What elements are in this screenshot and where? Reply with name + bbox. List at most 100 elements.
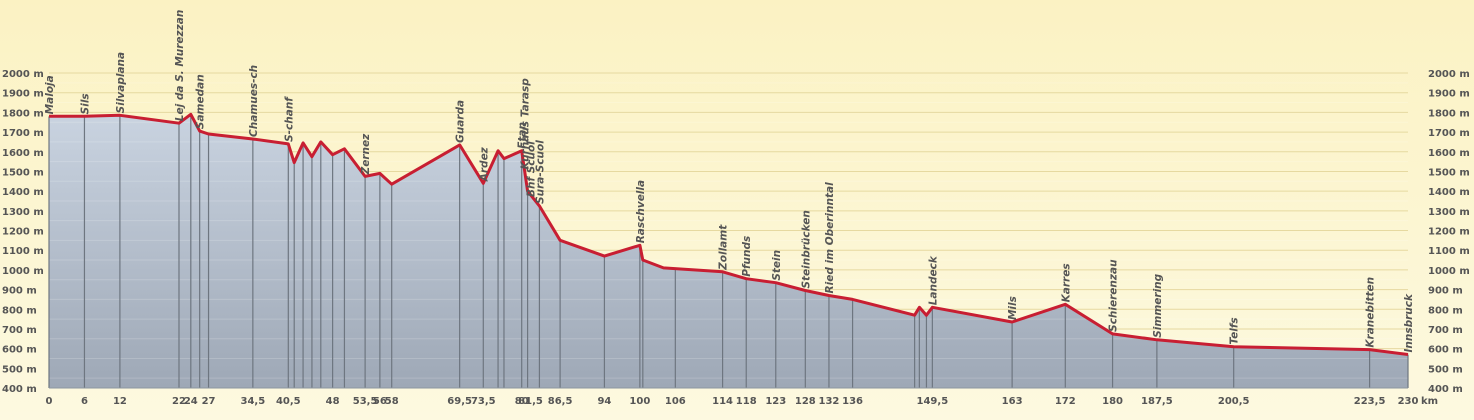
place-label: S-chanf	[283, 96, 295, 142]
y-tick-label-right: 400 m	[1428, 384, 1463, 395]
x-tick-label: 56	[373, 396, 387, 407]
y-tick-label-left: 1900 m	[2, 89, 44, 100]
y-tick-label-right: 900 m	[1428, 286, 1463, 297]
y-tick-label-right: 1700 m	[1428, 128, 1470, 139]
y-tick-label-left: 1300 m	[2, 207, 44, 218]
y-tick-label-left: 500 m	[2, 364, 37, 375]
place-label: Bhf Scuol	[526, 141, 538, 197]
place-label: Sils	[79, 93, 91, 114]
place-label: Ried im Oberinntal	[824, 182, 836, 294]
y-tick-label-left: 1100 m	[2, 246, 44, 257]
x-tick-label: 172	[1055, 396, 1076, 407]
y-tick-label-right: 600 m	[1428, 345, 1463, 356]
x-tick-label: 114	[712, 396, 733, 407]
y-tick-label-right: 2000 m	[1428, 69, 1470, 80]
place-label: Schierenzau	[1108, 259, 1120, 332]
place-label: Raschvella	[635, 180, 647, 243]
y-tick-label-right: 1200 m	[1428, 227, 1470, 238]
x-tick-label: 128	[795, 396, 816, 407]
place-label: Chamues-ch	[248, 65, 260, 137]
x-tick-label: 80	[515, 396, 529, 407]
x-tick-label: 40,5	[276, 396, 301, 407]
place-label: Pfunds	[741, 236, 753, 277]
place-label: Simmering	[1152, 273, 1164, 337]
x-tick-label: 81,5	[518, 396, 543, 407]
x-tick-label: 0	[46, 396, 53, 407]
y-tick-label-left: 1500 m	[2, 167, 44, 178]
y-tick-label-left: 2000 m	[2, 69, 44, 80]
y-tick-label-left: 1000 m	[2, 266, 44, 277]
place-label: Innsbruck	[1403, 293, 1415, 353]
x-tick-label: 27	[202, 396, 216, 407]
place-label: Silvaplana	[115, 52, 127, 113]
place-label: Maloja	[44, 75, 56, 114]
place-label: Landeck	[927, 255, 939, 305]
x-tick-label: 180	[1102, 396, 1123, 407]
y-tick-label-right: 1300 m	[1428, 207, 1470, 218]
x-tick-label: 53,5	[353, 396, 378, 407]
y-tick-label-left: 800 m	[2, 305, 37, 316]
place-label: Telfs	[1229, 317, 1241, 344]
x-tick-label: 58	[385, 396, 399, 407]
x-tick-label: 24	[184, 396, 198, 407]
place-label: Ftan	[517, 122, 529, 149]
place-label: Kurhaus Tarasp	[520, 78, 532, 170]
x-tick-label: 187,5	[1141, 396, 1173, 407]
x-tick-label: 223,5	[1354, 396, 1386, 407]
x-tick-label: 200,5	[1218, 396, 1250, 407]
x-tick-label: 100	[629, 396, 650, 407]
place-label: Mils	[1007, 296, 1019, 320]
place-label: Guarda	[455, 100, 467, 143]
x-tick-label: 230	[1398, 396, 1419, 407]
y-tick-label-right: 800 m	[1428, 305, 1463, 316]
x-tick-label: 73,5	[471, 396, 496, 407]
x-tick-label: 6	[81, 396, 88, 407]
y-tick-label-left: 700 m	[2, 325, 37, 336]
x-tick-label: 34,5	[241, 396, 266, 407]
x-tick-label: 106	[665, 396, 686, 407]
place-label: Zollamt	[718, 224, 730, 271]
y-tick-label-right: 500 m	[1428, 364, 1463, 375]
y-tick-label-right: 1500 m	[1428, 167, 1470, 178]
place-label: Steinbrücken	[800, 210, 812, 288]
y-tick-label-right: 1400 m	[1428, 187, 1470, 198]
y-tick-label-left: 600 m	[2, 345, 37, 356]
place-label: Lej da S. Murezzan	[174, 10, 186, 122]
x-tick-label: 163	[1002, 396, 1023, 407]
place-label: Ardez	[478, 146, 490, 182]
y-tick-label-right: 1600 m	[1428, 148, 1470, 159]
x-tick-label: 94	[597, 396, 611, 407]
elevation-line	[49, 112, 1409, 356]
y-tick-label-left: 1400 m	[2, 187, 44, 198]
y-tick-label-right: 1900 m	[1428, 89, 1470, 100]
place-label: Zernez	[360, 133, 372, 176]
place-label: Samedan	[195, 74, 207, 129]
y-tick-label-left: 1600 m	[2, 148, 44, 159]
y-tick-label-left: 1700 m	[2, 128, 44, 139]
place-label: Kranebitten	[1365, 277, 1377, 348]
y-tick-label-right: 1800 m	[1428, 108, 1470, 119]
y-tick-label-right: 1100 m	[1428, 246, 1470, 257]
x-tick-label: 123	[765, 396, 786, 407]
y-tick-label-right: 1000 m	[1428, 266, 1470, 277]
x-unit-label: km	[1421, 396, 1438, 407]
x-tick-label: 69,5	[447, 396, 472, 407]
x-tick-label: 22	[172, 396, 186, 407]
y-tick-label-left: 400 m	[2, 384, 37, 395]
x-tick-label: 86,5	[548, 396, 573, 407]
x-tick-label: 136	[842, 396, 863, 407]
y-tick-label-right: 700 m	[1428, 325, 1463, 336]
x-tick-label: 132	[819, 396, 840, 407]
y-tick-label-left: 1800 m	[2, 108, 44, 119]
place-label: Karres	[1060, 263, 1072, 302]
place-label: Stein	[771, 250, 783, 281]
y-tick-label-left: 1200 m	[2, 227, 44, 238]
x-tick-label: 48	[326, 396, 340, 407]
x-tick-label: 118	[736, 396, 757, 407]
x-tick-label: 12	[113, 396, 127, 407]
place-label: Sura-Scuol	[534, 140, 546, 204]
y-tick-label-left: 900 m	[2, 286, 37, 297]
x-tick-label: 149,5	[917, 396, 949, 407]
